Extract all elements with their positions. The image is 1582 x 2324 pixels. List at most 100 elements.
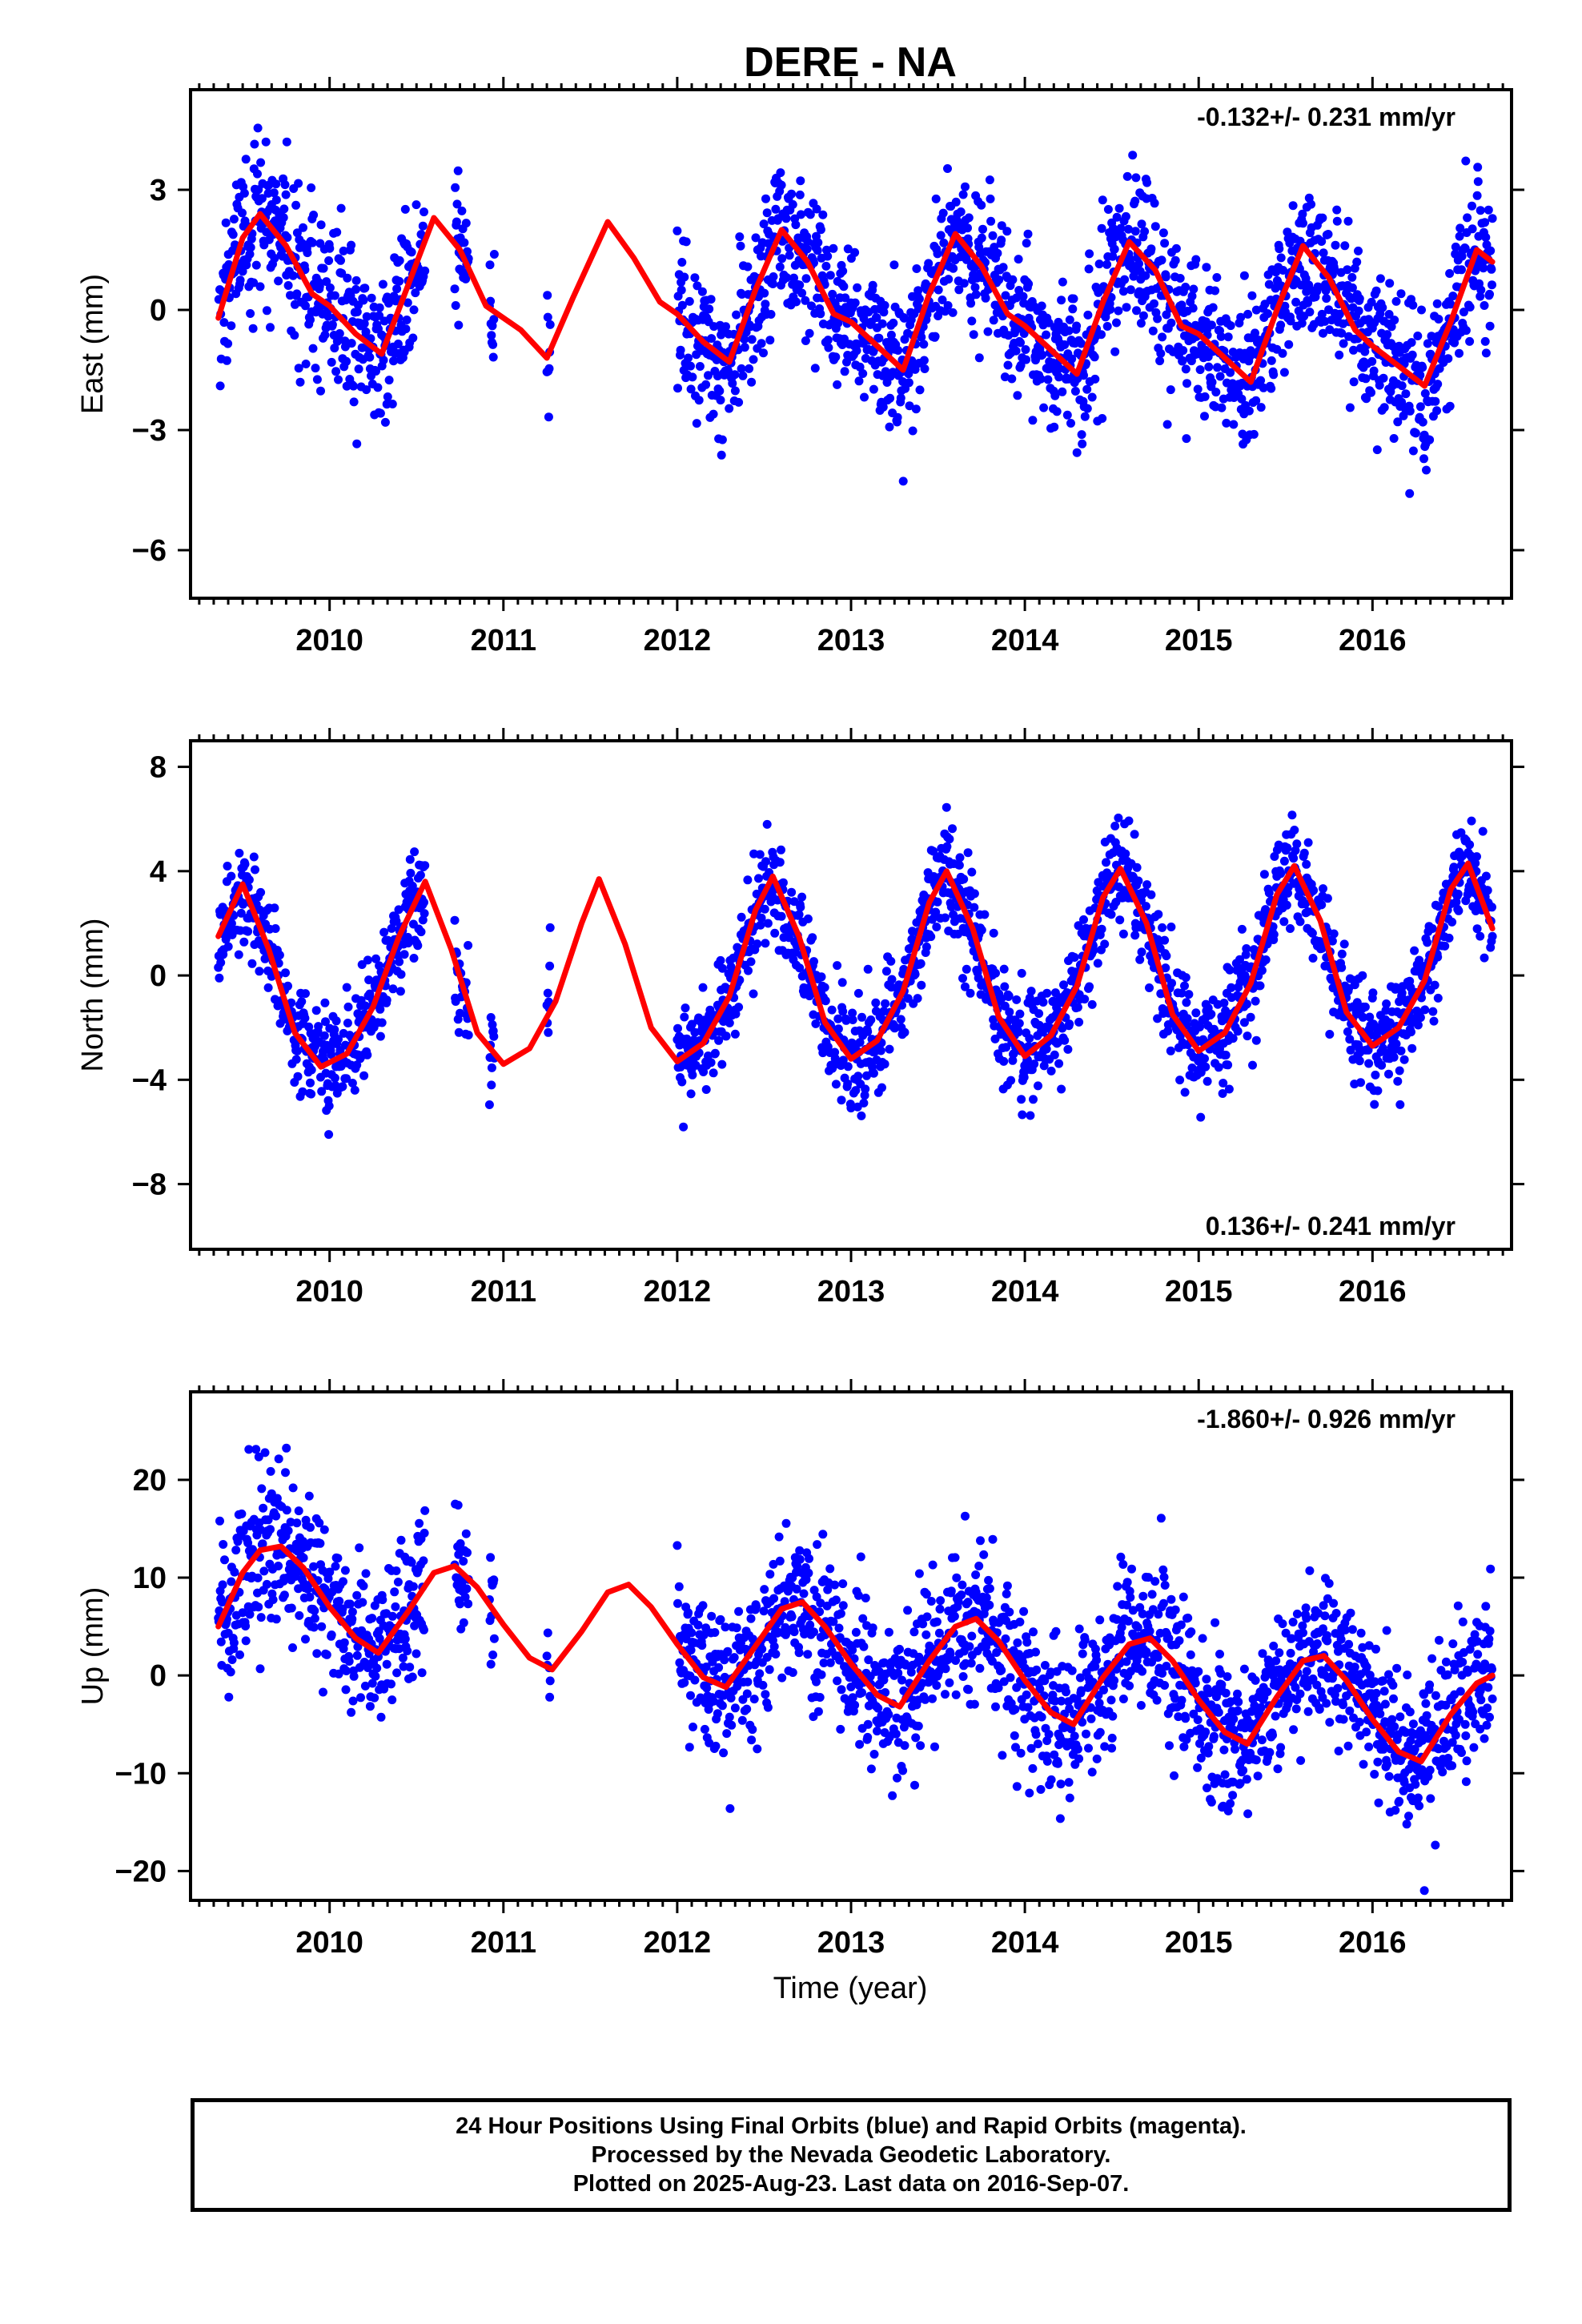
data-point	[1408, 300, 1418, 310]
data-point	[1317, 309, 1327, 319]
data-point	[886, 330, 896, 340]
data-point	[850, 247, 860, 257]
data-point	[249, 852, 259, 862]
data-point	[266, 1525, 275, 1534]
data-point	[350, 1085, 359, 1095]
data-point	[401, 324, 411, 334]
data-point	[777, 845, 785, 854]
data-point	[1066, 419, 1075, 428]
data-point	[885, 422, 894, 432]
data-point	[956, 207, 966, 216]
data-point	[910, 364, 920, 374]
data-point	[382, 1659, 391, 1669]
data-point	[1407, 1027, 1415, 1037]
data-point	[969, 330, 978, 340]
data-point	[459, 1618, 468, 1627]
data-point	[545, 320, 555, 329]
data-point	[387, 923, 396, 933]
data-point	[1094, 259, 1104, 269]
data-point	[1476, 292, 1485, 301]
data-point	[336, 255, 345, 265]
data-point	[462, 1584, 472, 1594]
data-point	[1015, 1009, 1025, 1019]
data-point	[1472, 263, 1481, 272]
data-point	[801, 336, 810, 345]
data-point	[343, 1002, 353, 1011]
data-point	[325, 283, 335, 292]
data-point	[1433, 952, 1443, 962]
data-point	[1283, 843, 1292, 853]
data-point	[370, 1693, 379, 1703]
data-point	[347, 240, 356, 250]
data-point	[324, 1101, 334, 1111]
data-point	[1022, 355, 1031, 364]
data-point	[1278, 348, 1287, 358]
data-point	[1393, 1076, 1403, 1086]
data-point	[1461, 156, 1471, 166]
data-point	[420, 1625, 428, 1634]
data-point	[686, 384, 696, 394]
data-point	[930, 332, 940, 341]
data-point	[717, 1059, 727, 1069]
data-point	[545, 923, 555, 932]
data-point	[1242, 944, 1251, 953]
data-point	[461, 219, 471, 228]
data-point	[371, 367, 380, 376]
data-point	[755, 850, 765, 859]
data-point	[1202, 263, 1211, 272]
data-point	[1429, 1016, 1439, 1026]
data-point	[695, 362, 705, 371]
data-point	[416, 870, 425, 880]
data-point	[239, 188, 249, 198]
data-point	[904, 378, 913, 388]
data-point	[1259, 383, 1268, 392]
data-point	[1415, 370, 1425, 380]
data-point	[311, 1006, 321, 1015]
data-point	[395, 276, 404, 286]
data-point	[1340, 241, 1350, 251]
data-point	[1325, 325, 1335, 335]
data-point	[324, 256, 334, 265]
data-point	[283, 981, 292, 991]
data-point	[837, 978, 847, 987]
data-point	[396, 1535, 406, 1545]
data-point	[959, 875, 969, 884]
data-point	[405, 1663, 415, 1672]
data-point	[1180, 1088, 1190, 1097]
data-point	[737, 290, 747, 299]
data-point	[776, 168, 785, 178]
data-point	[933, 897, 942, 907]
data-point	[250, 139, 259, 149]
data-point	[868, 280, 877, 290]
data-point	[677, 285, 686, 295]
data-point	[404, 939, 413, 948]
data-point	[1029, 1095, 1038, 1104]
data-point	[1106, 304, 1115, 314]
data-point	[360, 283, 370, 293]
data-point	[544, 1027, 553, 1037]
data-point	[1261, 955, 1271, 964]
data-point	[1455, 231, 1464, 241]
data-point	[1463, 213, 1472, 223]
data-point	[1432, 299, 1442, 308]
data-point	[1391, 1039, 1401, 1048]
data-point	[917, 332, 926, 342]
data-point	[383, 392, 392, 401]
data-point	[796, 903, 805, 912]
data-point	[1460, 243, 1470, 253]
data-point	[235, 275, 245, 285]
data-point	[1481, 871, 1491, 881]
data-point	[245, 249, 255, 259]
data-point	[761, 194, 770, 203]
data-point	[1320, 316, 1330, 326]
data-point	[924, 259, 934, 268]
data-point	[740, 335, 749, 344]
data-point	[1000, 982, 1010, 991]
data-point	[372, 1663, 382, 1673]
data-point	[1337, 328, 1347, 338]
data-point	[797, 288, 807, 298]
x-tick-label: 2015	[1165, 1275, 1233, 1309]
data-point	[348, 1696, 358, 1706]
data-point	[945, 834, 954, 844]
data-point	[999, 964, 1009, 974]
